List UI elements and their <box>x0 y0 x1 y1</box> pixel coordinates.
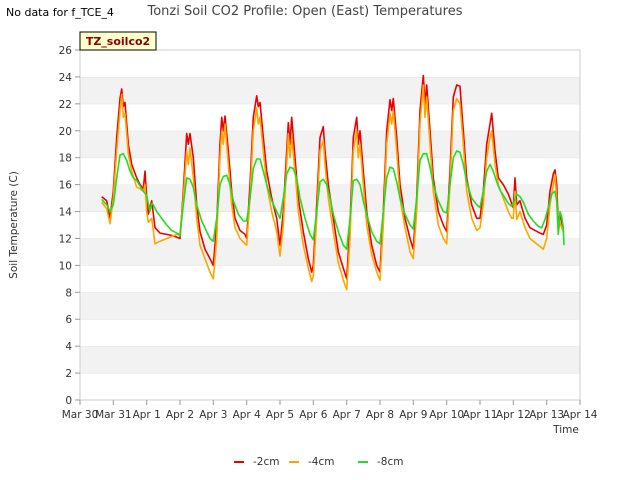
tag-box <box>79 31 157 51</box>
series-line-8cmcm <box>101 150 565 250</box>
y-tick-label: 10 <box>59 260 72 272</box>
legend-label: -2cm <box>253 456 279 468</box>
y-tick-label: 22 <box>59 99 72 111</box>
y-tick-label: 18 <box>59 153 72 165</box>
grid-band <box>80 373 580 400</box>
x-tick-label: Mar 31 <box>95 409 132 421</box>
x-tick-label: Apr 5 <box>266 409 294 421</box>
x-tick-label: Apr 12 <box>496 409 531 421</box>
x-tick-label: Apr 14 <box>563 409 598 421</box>
y-tick-label: 4 <box>65 341 72 353</box>
x-tick-label: Apr 1 <box>133 409 161 421</box>
x-axis-label: Time <box>552 424 579 436</box>
x-tick-label: Apr 7 <box>333 409 361 421</box>
chart-title: Tonzi Soil CO2 Profile: Open (East) Temp… <box>146 4 462 19</box>
y-tick-label: 24 <box>59 72 73 84</box>
y-tick-label: 26 <box>59 45 73 57</box>
y-tick-label: 14 <box>59 207 73 219</box>
series-lines <box>101 74 565 291</box>
x-tick-label: Apr 11 <box>463 409 498 421</box>
x-tick-label: Apr 13 <box>529 409 564 421</box>
x-tick-label: Apr 4 <box>233 409 262 421</box>
plot-frame <box>79 49 581 401</box>
tz-soilco2-tag: TZ_soilco2 <box>79 31 157 51</box>
x-tick-label: Apr 2 <box>166 409 194 421</box>
grid-band <box>80 50 580 77</box>
grid-band <box>80 103 580 131</box>
y-tick-label: 20 <box>59 126 72 138</box>
legend: -2cm -4cm -8cm <box>234 456 403 468</box>
y-tick-label: 6 <box>65 314 72 326</box>
grid-band <box>80 238 580 266</box>
legend-label: -8cm <box>377 456 403 468</box>
y-tick-label: 8 <box>65 287 72 299</box>
x-tick-label: Apr 8 <box>366 409 394 421</box>
y-tick-label: 12 <box>59 233 72 245</box>
grid-band <box>80 292 580 320</box>
x-tick-label: Mar 30 <box>62 409 99 421</box>
grid-band <box>80 346 580 374</box>
y-tick-label: 0 <box>65 395 72 407</box>
x-tick-label: Apr 9 <box>399 409 427 421</box>
legend-label: -4cm <box>308 456 334 468</box>
grid-band <box>80 319 580 347</box>
grid-band <box>80 265 580 293</box>
y-axis-label: Soil Temperature (C) <box>8 171 20 279</box>
x-tick-label: Apr 6 <box>299 409 328 421</box>
y-tick-label: 16 <box>59 180 73 192</box>
x-tick-label: Apr 3 <box>199 409 227 421</box>
tag-label: TZ_soilco2 <box>86 35 150 48</box>
grid-band <box>80 130 580 158</box>
grid-band <box>80 157 580 185</box>
grid-bands <box>80 49 580 400</box>
series-line-4cmcm <box>101 84 565 291</box>
x-tick-label: Apr 10 <box>429 409 464 421</box>
no-data-note: No data for f_TCE_4 <box>6 6 114 19</box>
grid-band <box>80 76 580 104</box>
y-tick-label: 2 <box>65 368 72 380</box>
